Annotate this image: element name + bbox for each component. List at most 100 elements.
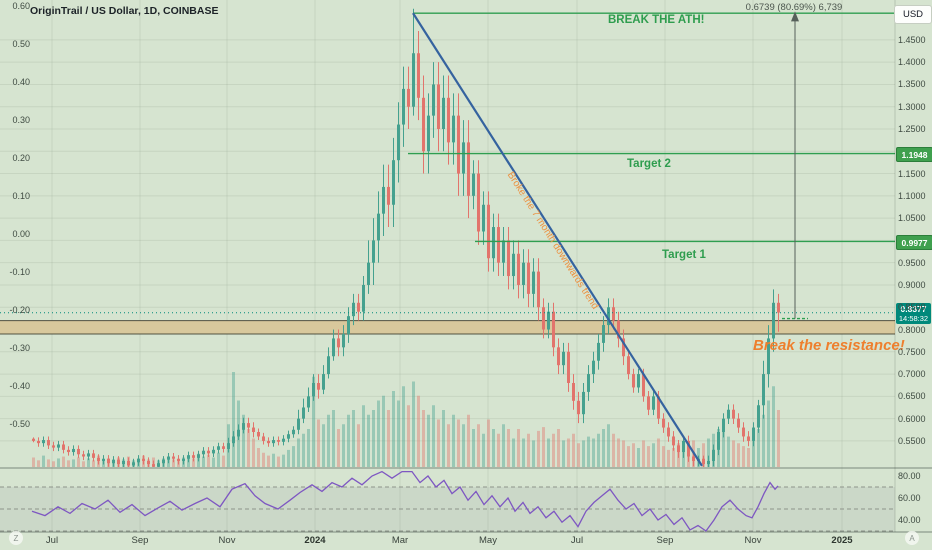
volume-bar <box>262 452 265 467</box>
right-axis-tick: 1.4500 <box>898 34 926 45</box>
candle-body <box>547 311 550 330</box>
volume-bar <box>592 438 595 467</box>
time-axis-tick: Nov <box>218 535 236 546</box>
symbol-title[interactable]: OriginTrail / US Dollar, 1D, COINBASE <box>30 5 219 17</box>
volume-bar <box>762 414 765 467</box>
volume-bar <box>472 429 475 467</box>
candle-body <box>607 307 610 326</box>
volume-bar <box>617 438 620 467</box>
candle-body <box>647 396 650 410</box>
right-axis-tick: 0.7500 <box>898 346 926 357</box>
measure-tool-label[interactable]: 0.6739 (80.69%) 6,739 <box>745 2 843 13</box>
candle-body <box>132 462 135 466</box>
candle-body <box>227 443 230 449</box>
candle-body <box>752 427 755 441</box>
candle-body <box>567 351 570 383</box>
candle-body <box>297 418 300 430</box>
volume-bar <box>52 461 55 467</box>
volume-bar <box>497 433 500 467</box>
volume-bar <box>492 429 495 467</box>
candle-body <box>572 382 575 401</box>
candle-body <box>602 325 605 343</box>
measure-arrow-head <box>791 11 799 22</box>
time-axis-tick: Nov <box>744 535 762 546</box>
candle-body <box>107 458 110 464</box>
volume-bar <box>452 414 455 467</box>
right-axis-tick: 0.8500 <box>898 302 926 313</box>
candle-body <box>487 204 490 259</box>
candle-body <box>232 436 235 444</box>
candle-body <box>317 382 320 390</box>
volume-bar <box>707 438 710 467</box>
volume-bar <box>477 424 480 467</box>
candle-body <box>267 440 270 444</box>
left-axis-tick: 0.40 <box>12 77 30 87</box>
candle-body <box>427 115 430 152</box>
volume-bar <box>752 438 755 467</box>
candle-body <box>452 115 455 143</box>
candle-body <box>517 253 520 285</box>
time-axis-tick: 2025 <box>831 535 853 546</box>
candle-body <box>622 338 625 357</box>
candle-body <box>687 440 690 457</box>
annotation-break-ath[interactable]: BREAK THE ATH! <box>608 14 705 26</box>
candle-body <box>677 445 680 453</box>
volume-bar <box>437 419 440 467</box>
candle-body <box>467 142 470 196</box>
bottom-right-badge[interactable]: A <box>905 531 919 545</box>
volume-bar <box>342 424 345 467</box>
annotation-target-1[interactable]: Target 1 <box>662 249 706 261</box>
candle-body <box>352 302 355 317</box>
right-axis-tick: 0.6000 <box>898 413 926 424</box>
candle-body <box>707 460 710 465</box>
volume-bar <box>252 438 255 467</box>
candle-body <box>732 409 735 419</box>
downtrend-line[interactable] <box>412 12 703 467</box>
volume-bar <box>367 414 370 467</box>
candle-body <box>612 307 615 321</box>
volume-bar <box>662 446 665 467</box>
candle-body <box>542 307 545 330</box>
annotation-break-resistance[interactable]: Break the resistance! <box>753 337 905 354</box>
volume-bar <box>567 438 570 467</box>
candle-body <box>512 253 515 277</box>
target1-price-label: 0.9977 <box>896 235 932 250</box>
volume-bar <box>232 372 235 467</box>
candle-body <box>327 356 330 375</box>
volume-bar <box>407 405 410 467</box>
volume-bar <box>732 440 735 467</box>
volume-bar <box>362 405 365 467</box>
right-axis-tick: 1.1000 <box>898 190 926 201</box>
volume-bar <box>522 438 525 467</box>
left-axis-tick: 0.30 <box>12 115 30 125</box>
candle-body <box>137 458 140 463</box>
candle-body <box>87 453 90 457</box>
right-axis-tick: 1.1500 <box>898 168 926 179</box>
candle-body <box>247 423 250 428</box>
candle-body <box>287 434 290 439</box>
volume-bar <box>447 424 450 467</box>
resistance-zone[interactable] <box>0 320 895 334</box>
candle-body <box>742 427 745 437</box>
bottom-left-badge[interactable]: Z <box>9 531 23 545</box>
candle-body <box>92 453 95 458</box>
currency-toggle-button[interactable]: USD <box>894 5 932 24</box>
candle-body <box>157 463 160 467</box>
candle-body <box>522 262 525 285</box>
volume-bar <box>642 440 645 467</box>
right-axis-tick: 0.9500 <box>898 257 926 268</box>
candle-body <box>587 374 590 392</box>
candle-body <box>97 457 100 461</box>
volume-bar <box>737 443 740 467</box>
annotation-target-2[interactable]: Target 2 <box>627 158 671 170</box>
candle-body <box>737 418 740 428</box>
candle-body <box>117 459 120 465</box>
candle-body <box>532 271 535 294</box>
volume-bar <box>702 443 705 467</box>
volume-bar <box>382 395 385 467</box>
candle-body <box>167 456 170 460</box>
volume-bar <box>402 386 405 467</box>
candle-body <box>207 450 210 454</box>
candle-body <box>262 436 265 441</box>
